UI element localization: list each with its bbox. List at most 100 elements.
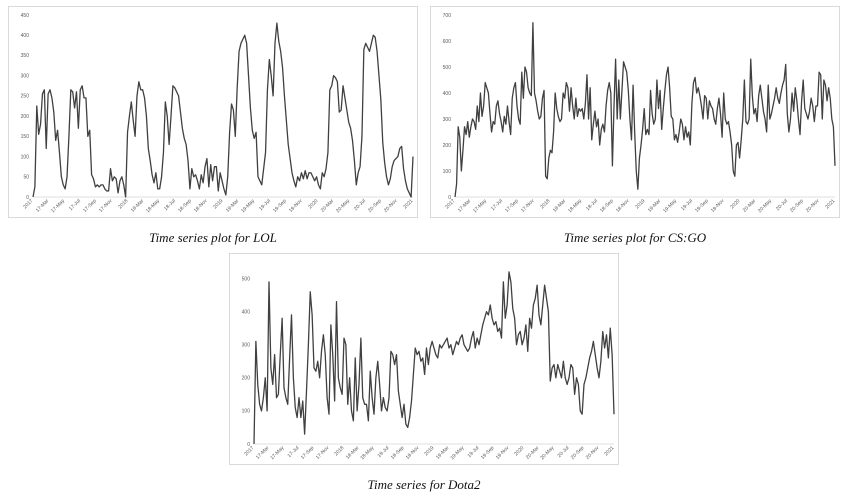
- lol-x-tick-label: 18-Jul: [163, 198, 177, 212]
- lol-x-tick-label: 20-Sep: [367, 198, 383, 214]
- csgo-series-line: [454, 22, 836, 198]
- lol-x-tick-label: 2020: [307, 198, 319, 210]
- csgo-x-tick-label: 2019: [634, 198, 646, 210]
- dota2-x-tick-label: 2020: [513, 445, 525, 457]
- csgo-x-tick-label: 18-May: [567, 198, 583, 214]
- dota2-x-tick-label: 2017: [243, 445, 255, 457]
- lol-y-tick-label: 450: [21, 13, 30, 19]
- dota2-y-tick-label: 200: [242, 376, 251, 382]
- csgo-y-tick-label: 200: [443, 143, 452, 149]
- dota2-y-tick-label: 400: [242, 309, 251, 315]
- lol-x-tick-label: 20-Mar: [320, 198, 336, 214]
- dota2-y-tick-label: 100: [242, 409, 251, 415]
- dota2-y-tick-label: 500: [242, 276, 251, 282]
- csgo-y-tick-label: 0: [448, 195, 451, 201]
- csgo-x-tick-label: 2020: [729, 198, 741, 210]
- dota2-y-tick-label: 0: [247, 442, 250, 448]
- lol-y-tick-label: 50: [23, 175, 29, 181]
- csgo-y-tick-label: 700: [443, 13, 452, 19]
- dota2-x-tick-label: 18-May: [359, 445, 375, 461]
- csgo-x-tick-label: 2021: [824, 198, 836, 210]
- lol-x-tick-label: 18-Nov: [193, 198, 209, 214]
- csgo-x-tick-label: 19-Nov: [710, 198, 726, 214]
- dota2-x-tick-label: 20-Nov: [585, 445, 601, 461]
- csgo-x-tick-label: 20-May: [757, 198, 773, 214]
- csgo-y-tick-label: 100: [443, 169, 452, 175]
- lol-x-tick-label: 19-Nov: [288, 198, 304, 214]
- csgo-x-tick-label: 19-May: [662, 198, 678, 214]
- dota2-x-tick-label: 20-Mar: [525, 445, 541, 461]
- dota2-x-tick-label: 17-Jul: [287, 445, 301, 459]
- lol-chart-caption: Time series plot for LOL: [149, 230, 277, 245]
- lol-x-tick-label: 17-Sep: [82, 198, 98, 214]
- lol-x-tick-label: 2018: [117, 198, 129, 210]
- dota2-x-tick-label: 2018: [333, 445, 345, 457]
- csgo-x-tick-label: 20-Mar: [742, 198, 758, 214]
- dota2-x-tick-label: 19-Mar: [435, 445, 451, 461]
- lol-x-tick-label: 20-May: [335, 198, 351, 214]
- lol-y-tick-label: 300: [21, 73, 30, 79]
- csgo-x-tick-label: 18-Nov: [615, 198, 631, 214]
- csgo-chart-caption: Time series plot for CS:GO: [563, 230, 707, 245]
- dota2-x-tick-label: 20-May: [539, 445, 555, 461]
- lol-y-tick-label: 200: [21, 114, 30, 120]
- lol-y-tick-label: 150: [21, 134, 30, 140]
- csgo-y-tick-label: 600: [443, 39, 452, 45]
- csgo-x-tick-label: 19-Mar: [647, 198, 663, 214]
- dota2-x-tick-label: 19-Sep: [480, 445, 496, 461]
- dota2-x-tick-label: 17-May: [269, 445, 285, 461]
- lol-x-tick-label: 17-May: [50, 198, 66, 214]
- dota2-x-tick-label: 18-Mar: [345, 445, 361, 461]
- lol-x-tick-label: 19-May: [240, 198, 256, 214]
- dota2-x-tick-label: 17-Nov: [315, 445, 331, 461]
- lol-x-tick-label: 17-Jul: [68, 198, 82, 212]
- csgo-x-tick-label: 2017: [444, 198, 456, 210]
- lol-x-tick-label: 18-May: [145, 198, 161, 214]
- csgo-x-tick-label: 2018: [539, 198, 551, 210]
- csgo-x-tick-label: 18-Mar: [552, 198, 568, 214]
- lol-x-tick-label: 18-Sep: [177, 198, 193, 214]
- csgo-x-tick-label: 20-Sep: [789, 198, 805, 214]
- dota2-x-tick-label: 17-Sep: [300, 445, 316, 461]
- lol-x-tick-label: 2017: [22, 198, 34, 210]
- dota2-chart-panel: 0 100 200 300 400 500 2017 17-Mar 17-May 17-Jul 17…: [229, 253, 619, 465]
- lol-x-tick-label: 2019: [212, 198, 224, 210]
- dota2-series-line: [253, 271, 615, 445]
- lol-x-tick-label: 20-Nov: [383, 198, 399, 214]
- csgo-x-tick-label: 17-Mar: [457, 198, 473, 214]
- dota2-x-tick-label: 19-May: [449, 445, 465, 461]
- lol-y-tick-label: 100: [21, 154, 30, 160]
- csgo-x-tick-label: 18-Sep: [599, 198, 615, 214]
- lol-y-tick-label: 250: [21, 94, 30, 100]
- dota2-x-tick-label: 20-Jul: [557, 445, 571, 459]
- csgo-y-tick-label: 400: [443, 91, 452, 97]
- lol-y-tick-label: 400: [21, 33, 30, 39]
- dota2-x-tick-label: 19-Jul: [467, 445, 481, 459]
- dota2-x-tick-label: 2021: [603, 445, 615, 457]
- lol-x-tick-label: 19-Jul: [258, 198, 272, 212]
- csgo-y-tick-label: 300: [443, 117, 452, 123]
- lol-x-tick-label: 19-Sep: [272, 198, 288, 214]
- csgo-x-tick-label: 17-May: [472, 198, 488, 214]
- dota2-chart-caption: Time series for Dota2: [367, 477, 481, 492]
- lol-x-tick-label: 18-Mar: [130, 198, 146, 214]
- csgo-x-tick-label: 17-Nov: [520, 198, 536, 214]
- lol-x-tick-label: 17-Nov: [98, 198, 114, 214]
- dota2-x-tick-label: 2019: [423, 445, 435, 457]
- lol-y-tick-label: 350: [21, 53, 30, 59]
- lol-x-tick-label: 20-Jul: [353, 198, 367, 212]
- csgo-x-tick-label: 20-Jul: [775, 198, 789, 212]
- lol-x-tick-label: 17-Mar: [35, 198, 51, 214]
- csgo-x-tick-label: 19-Sep: [694, 198, 710, 214]
- lol-series-line: [32, 22, 414, 198]
- dota2-x-tick-label: 18-Jul: [377, 445, 391, 459]
- csgo-x-tick-label: 18-Jul: [585, 198, 599, 212]
- csgo-chart-panel: 0 100 200 300 400 500 600 700 2017 17-Mar 17-May 17…: [430, 6, 840, 218]
- csgo-x-tick-label: 20-Nov: [805, 198, 821, 214]
- csgo-x-tick-label: 17-Jul: [490, 198, 504, 212]
- dota2-x-tick-label: 17-Mar: [255, 445, 271, 461]
- csgo-x-tick-label: 19-Jul: [680, 198, 694, 212]
